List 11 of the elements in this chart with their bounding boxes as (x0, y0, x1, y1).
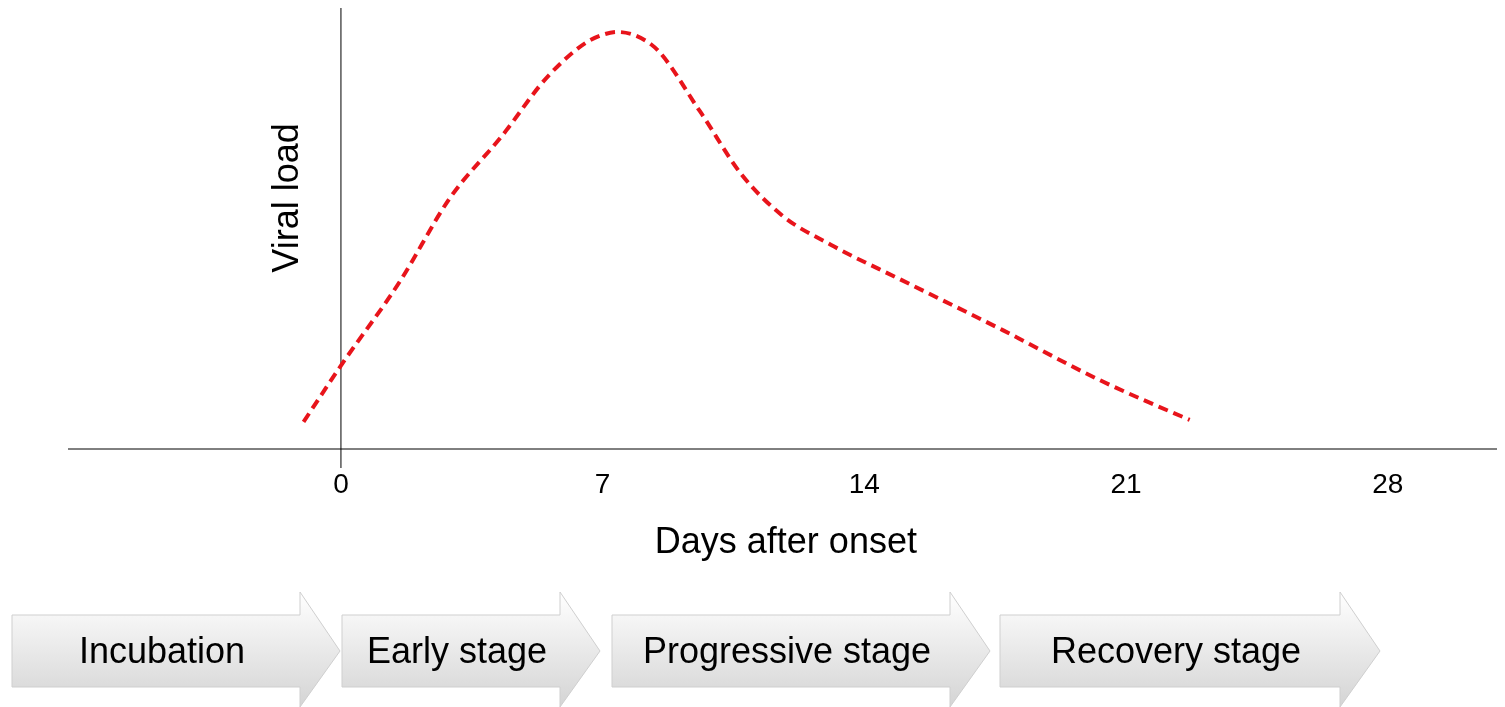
text: Incubation (78, 630, 246, 671)
x-tick-label: 0 (333, 468, 349, 499)
y-axis-title: Viral load (265, 123, 306, 273)
x-axis-title: Days after onset (654, 520, 917, 561)
x-tick-label: 28 (1372, 468, 1404, 499)
text: Recovery stage (1050, 630, 1302, 671)
text: Early stage (366, 630, 548, 671)
text: Progressive stage (642, 630, 932, 671)
x-tick-label: 7 (594, 468, 611, 499)
x-tick-label: 14 (848, 468, 880, 499)
x-tick-label: 21 (1110, 468, 1142, 499)
